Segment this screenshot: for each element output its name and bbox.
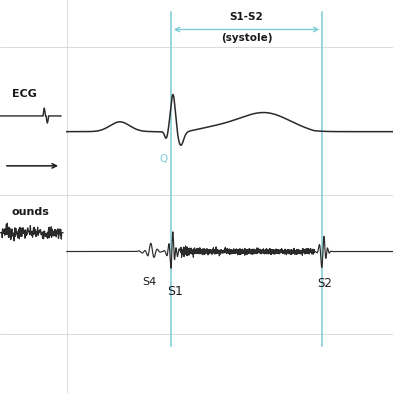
Text: S2: S2 xyxy=(317,277,332,290)
Text: Q: Q xyxy=(159,154,167,164)
Text: (systole): (systole) xyxy=(221,33,272,43)
Text: ounds: ounds xyxy=(12,207,50,217)
Text: ECG: ECG xyxy=(12,89,37,99)
Text: S4: S4 xyxy=(142,277,156,287)
Text: S1-S2: S1-S2 xyxy=(230,12,263,22)
Text: S1: S1 xyxy=(167,285,183,298)
